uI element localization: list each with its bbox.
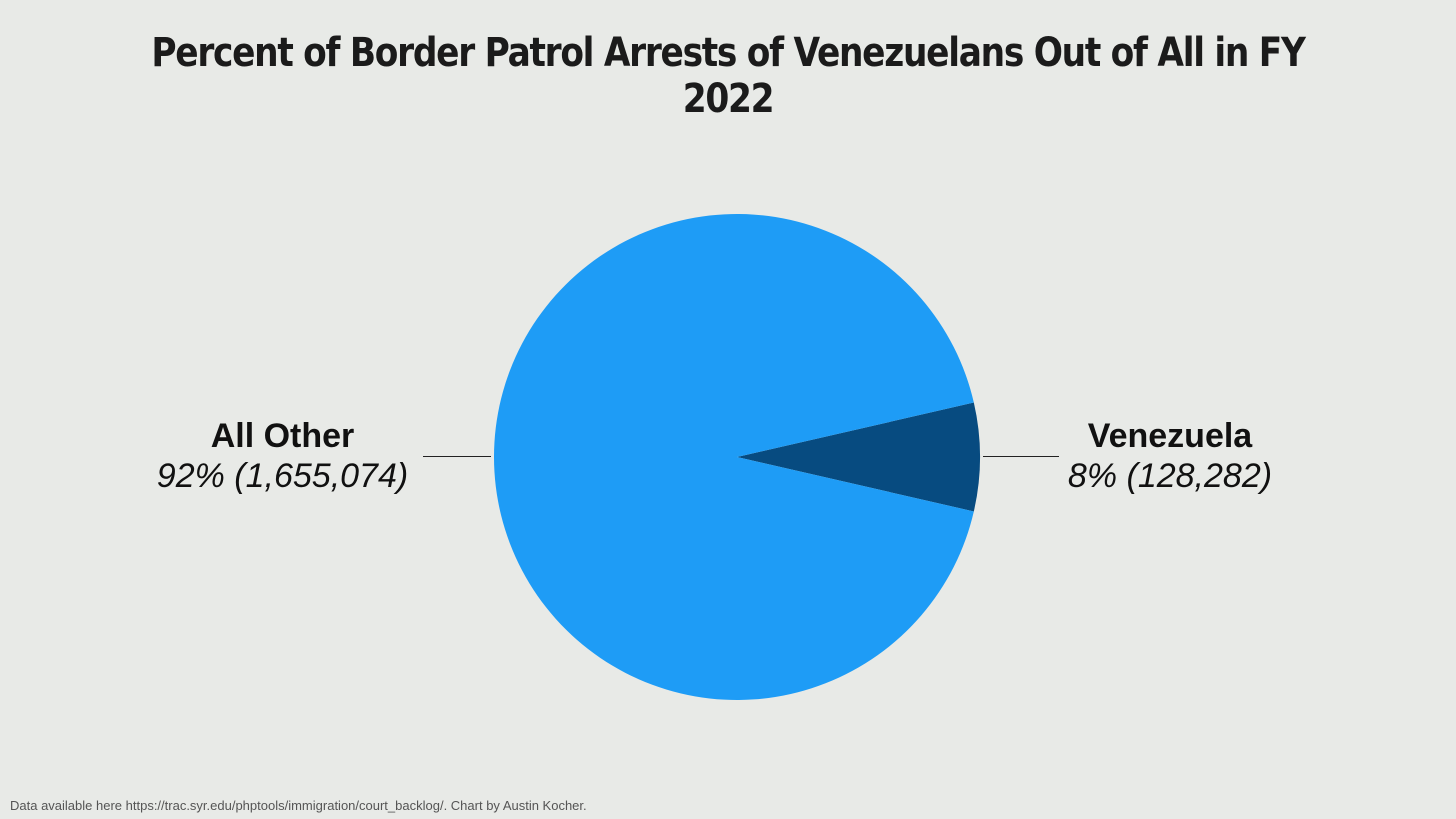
slice-value-venezuela: 8% (128,282) xyxy=(1067,457,1273,495)
leader-line-venezuela xyxy=(983,456,1059,457)
slice-name-all-other: All Other xyxy=(210,417,355,455)
slice-label-venezuela: Venezuela 8% (128,282) xyxy=(1040,416,1300,496)
leader-line-all-other xyxy=(423,456,491,457)
source-note: Data available here https://trac.syr.edu… xyxy=(10,798,587,813)
pie-slice-all-other xyxy=(494,213,974,701)
slice-value-all-other: 92% (1,655,074) xyxy=(156,457,409,495)
chart-title: Percent of Border Patrol Arrests of Vene… xyxy=(151,30,1306,122)
pie-slice-venezuela xyxy=(737,402,980,512)
slice-label-all-other: All Other 92% (1,655,074) xyxy=(130,416,435,496)
slice-name-venezuela: Venezuela xyxy=(1087,417,1253,455)
